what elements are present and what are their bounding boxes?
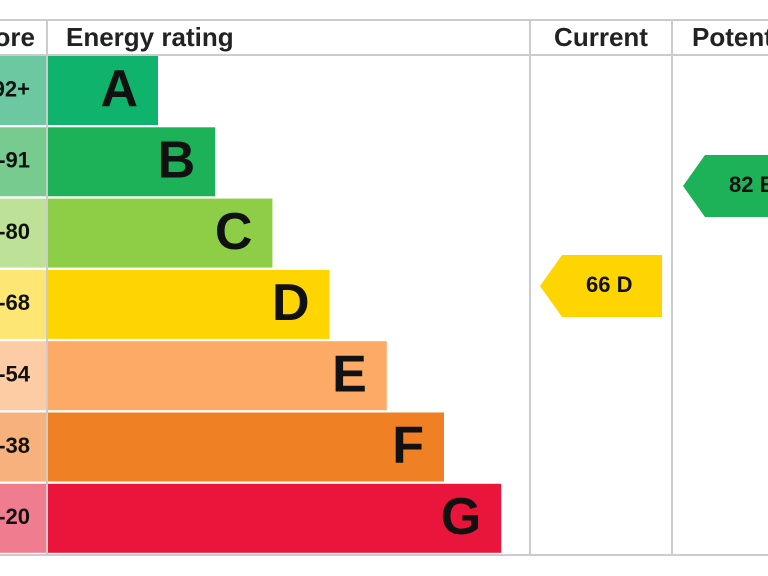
header: Energy rating [66, 22, 234, 52]
rating-letter: D [272, 274, 310, 332]
score: 55-68 [0, 290, 30, 315]
potential-label: 82 B [729, 172, 768, 197]
score-cell [0, 56, 46, 125]
rating-letter: B [158, 132, 196, 190]
rating-letter: C [215, 203, 253, 261]
score: 69-80 [0, 219, 30, 244]
score-cell [0, 483, 46, 553]
rating-bar [48, 483, 502, 553]
rating-letter: F [392, 417, 424, 475]
current-arrow [540, 255, 662, 317]
score: 92+ [0, 76, 30, 101]
rating-bar [48, 198, 273, 268]
rating-bar [48, 56, 158, 125]
rating-letter: A [100, 60, 138, 118]
header: Potential [692, 22, 768, 52]
rating-letter: G [441, 488, 481, 546]
header: Current [554, 22, 648, 52]
current-label: 66 D [586, 272, 632, 297]
rating-bar [48, 341, 387, 411]
score-cell [0, 269, 46, 339]
rating-bar [48, 127, 216, 197]
rating-bar [48, 269, 330, 339]
score-cell [0, 198, 46, 268]
score: 21-38 [0, 433, 30, 458]
score: 1-20 [0, 504, 30, 529]
rating-bar [48, 412, 444, 482]
score: 39-54 [0, 362, 31, 387]
potential-arrow [683, 155, 768, 217]
score-cell [0, 341, 46, 411]
score-cell [0, 127, 46, 197]
score-cell [0, 412, 46, 482]
rating-letter: E [332, 345, 367, 403]
score: 81-91 [0, 148, 30, 173]
header: Score [0, 22, 35, 52]
